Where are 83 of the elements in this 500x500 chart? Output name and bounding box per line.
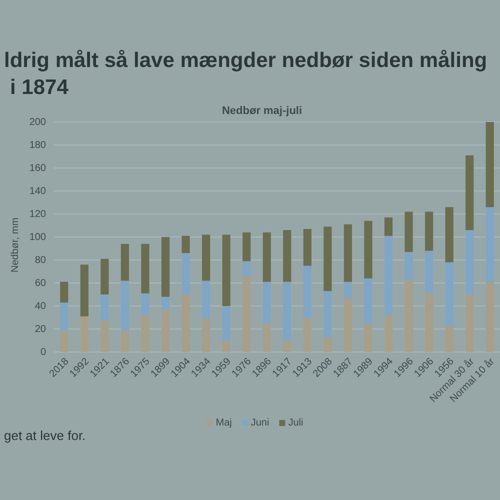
bar xyxy=(303,318,312,352)
bar xyxy=(344,224,352,282)
bar xyxy=(222,234,230,306)
y-tick-label: 80 xyxy=(34,255,46,266)
bar xyxy=(445,207,454,262)
bar xyxy=(445,326,454,352)
bar xyxy=(344,282,352,298)
y-tick-label: 180 xyxy=(29,140,46,152)
bar xyxy=(141,293,150,316)
bar xyxy=(60,302,68,330)
bar xyxy=(303,228,312,266)
bar xyxy=(424,250,434,292)
bar xyxy=(222,306,230,340)
bar xyxy=(242,232,251,262)
bar xyxy=(262,323,271,352)
y-tick-label: 60 xyxy=(34,278,46,290)
bar xyxy=(303,266,312,318)
bar xyxy=(344,298,352,352)
bar xyxy=(404,280,413,352)
bar xyxy=(384,315,393,352)
bar xyxy=(182,236,190,254)
y-axis-title: Nedbør, mm xyxy=(10,217,21,273)
y-tick-label: 0 xyxy=(40,347,46,358)
y-tick-label: 100 xyxy=(29,232,46,244)
bar xyxy=(80,316,88,352)
bar xyxy=(60,330,68,352)
chart-subtitle: Nedbør maj-juli xyxy=(222,105,302,117)
bar xyxy=(202,318,210,352)
bar xyxy=(100,320,109,352)
bar xyxy=(120,280,130,330)
bar xyxy=(161,309,170,352)
bar xyxy=(466,230,474,294)
bar xyxy=(182,253,190,294)
legend-label: Juni xyxy=(250,418,270,429)
bar xyxy=(486,122,494,208)
y-tick-label: 120 xyxy=(29,209,46,220)
bar xyxy=(262,232,271,282)
bar xyxy=(324,291,332,338)
bar xyxy=(161,296,170,310)
bar xyxy=(242,276,251,352)
bar xyxy=(141,244,150,294)
y-tick-label: 160 xyxy=(29,163,46,174)
y-tick-label: 20 xyxy=(34,324,46,336)
bar xyxy=(364,323,372,352)
bar xyxy=(182,294,190,352)
bar xyxy=(324,337,332,352)
bar xyxy=(120,330,130,352)
bar xyxy=(466,155,474,230)
bar xyxy=(262,282,271,324)
bar xyxy=(486,282,494,352)
bar xyxy=(242,261,251,276)
bar xyxy=(404,212,413,252)
bar xyxy=(486,207,494,282)
bar xyxy=(100,294,109,320)
bar xyxy=(120,244,130,281)
text: get at leve for. xyxy=(4,428,86,443)
y-tick-label: 40 xyxy=(34,301,46,312)
bar xyxy=(141,315,150,352)
bar xyxy=(202,280,210,319)
bar xyxy=(283,340,292,352)
bar xyxy=(80,264,88,316)
bar xyxy=(283,282,292,340)
bar xyxy=(364,220,372,278)
bar xyxy=(283,230,292,282)
bar xyxy=(100,258,109,294)
bar xyxy=(364,278,372,324)
bar xyxy=(384,217,393,236)
legend-label: Maj xyxy=(216,418,232,429)
bar xyxy=(424,212,434,251)
y-tick-label: 140 xyxy=(29,186,46,198)
bar xyxy=(60,282,68,303)
bar xyxy=(324,226,332,292)
chart-title: ldrig målt så lave mængder nedbør siden måling i 1874 xyxy=(4,49,488,99)
bar xyxy=(404,252,413,280)
bar xyxy=(384,236,393,316)
bar xyxy=(222,340,230,352)
bar xyxy=(466,294,474,352)
bar xyxy=(445,262,454,326)
bar xyxy=(161,237,170,297)
y-tick-label: 200 xyxy=(29,117,46,128)
legend-label: Juli xyxy=(288,418,304,429)
bar xyxy=(202,234,210,281)
bar xyxy=(424,292,434,352)
